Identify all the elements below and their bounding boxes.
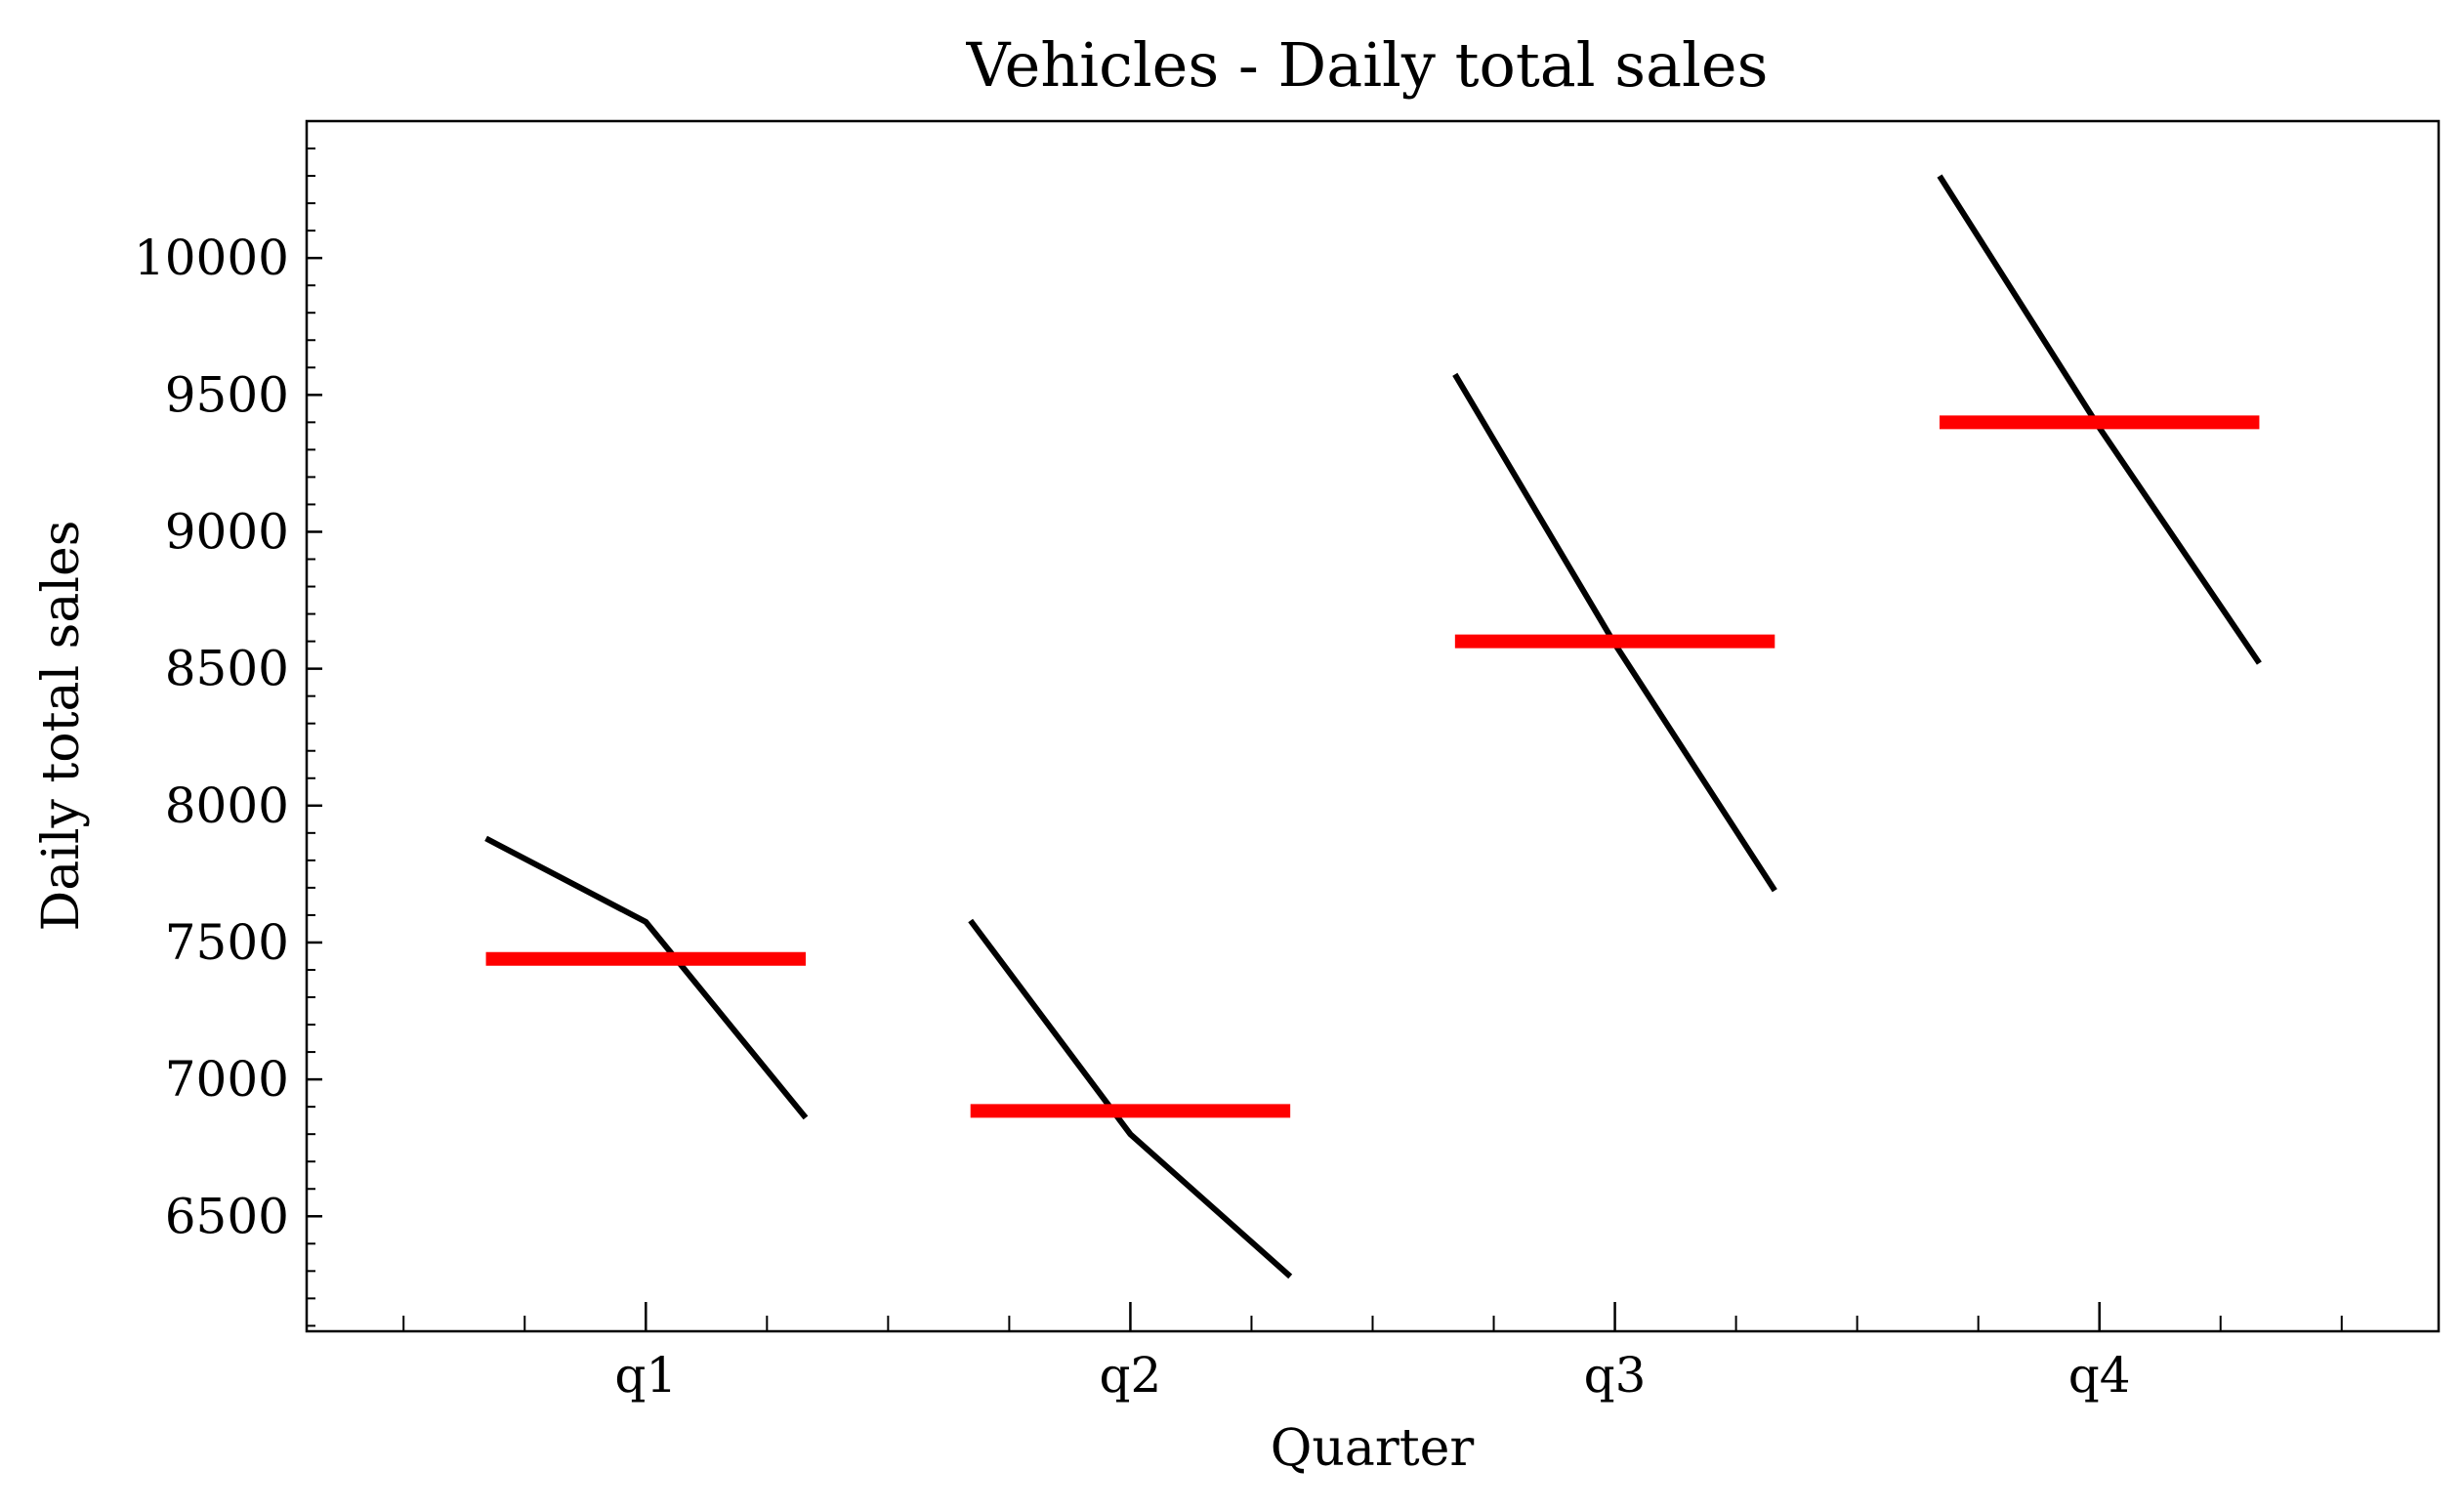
chart-title: Vehicles - Daily total sales: [966, 29, 1769, 101]
y-axis-label: Daily total sales: [32, 521, 91, 932]
y-tick-label: 8000: [165, 777, 289, 834]
plot-area: [484, 174, 2262, 1280]
x-tick-label: q4: [2068, 1347, 2131, 1404]
y-tick-label: 6500: [165, 1188, 289, 1244]
x-tick-label: q2: [1100, 1347, 1162, 1404]
y-tick-label: 7000: [165, 1051, 289, 1108]
x-tick-label: q1: [614, 1347, 677, 1404]
y-tick-label: 9000: [165, 503, 289, 560]
x-tick-label: q3: [1584, 1347, 1647, 1404]
subseries-line-q2: [968, 918, 1293, 1280]
subseries-line-q1: [484, 835, 809, 1120]
y-tick-label: 7500: [165, 914, 289, 971]
axis-ticks: 6500 7000 7500 8000 8500 9000 9500 10000 q1 q2 q3 q…: [134, 147, 2343, 1404]
axes-frame: [305, 119, 2441, 1333]
x-axis-label: Quarter: [1271, 1419, 1475, 1478]
subseries-line-q3: [1452, 372, 1777, 893]
y-tick-label: 9500: [165, 366, 289, 423]
y-tick-label: 8500: [165, 641, 289, 697]
y-tick-label: 10000: [134, 230, 289, 286]
